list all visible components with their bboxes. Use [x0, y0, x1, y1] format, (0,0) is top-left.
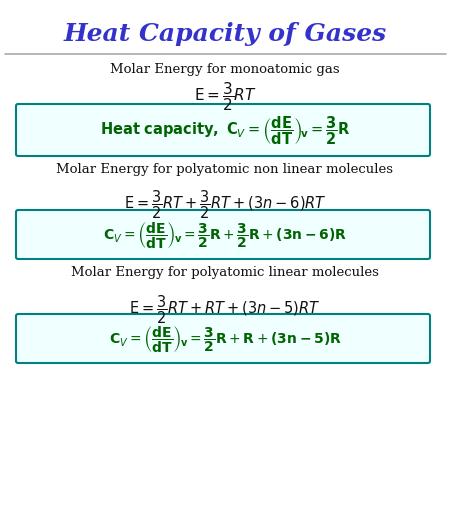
Text: $\mathbf{C_{\mathit{V}}} = \left(\dfrac{\mathbf{dE}}{\mathbf{dT}}\right)_{\!\mat: $\mathbf{C_{\mathit{V}}} = \left(\dfrac{… [109, 324, 341, 354]
Text: $\mathbf{C_{\mathit{V}}} = \left(\dfrac{\mathbf{dE}}{\mathbf{dT}}\right)_{\!\mat: $\mathbf{C_{\mathit{V}}} = \left(\dfrac{… [103, 220, 347, 250]
Text: Molar Energy for polyatomic linear molecules: Molar Energy for polyatomic linear molec… [71, 266, 379, 278]
Text: Heat Capacity of Gases: Heat Capacity of Gases [64, 22, 387, 46]
FancyBboxPatch shape [16, 315, 430, 363]
Text: Molar Energy for polyatomic non linear molecules: Molar Energy for polyatomic non linear m… [56, 163, 394, 176]
Text: $\mathrm{E} = \dfrac{3}{2}RT + RT + (3n-5)RT$: $\mathrm{E} = \dfrac{3}{2}RT + RT + (3n-… [129, 293, 321, 326]
Text: $\mathrm{E} = \dfrac{3}{2}RT$: $\mathrm{E} = \dfrac{3}{2}RT$ [193, 80, 257, 113]
Text: $\mathrm{E} = \dfrac{3}{2}RT + \dfrac{3}{2}RT + (3n-6)RT$: $\mathrm{E} = \dfrac{3}{2}RT + \dfrac{3}… [124, 188, 326, 221]
Text: Molar Energy for monoatomic gas: Molar Energy for monoatomic gas [110, 63, 340, 76]
Text: $\mathbf{Heat\ capacity,\ C_{\mathit{V}}} = \left(\dfrac{\mathbf{dE}}{\mathbf{dT: $\mathbf{Heat\ capacity,\ C_{\mathit{V}}… [100, 115, 350, 147]
FancyBboxPatch shape [16, 105, 430, 157]
FancyBboxPatch shape [16, 211, 430, 260]
